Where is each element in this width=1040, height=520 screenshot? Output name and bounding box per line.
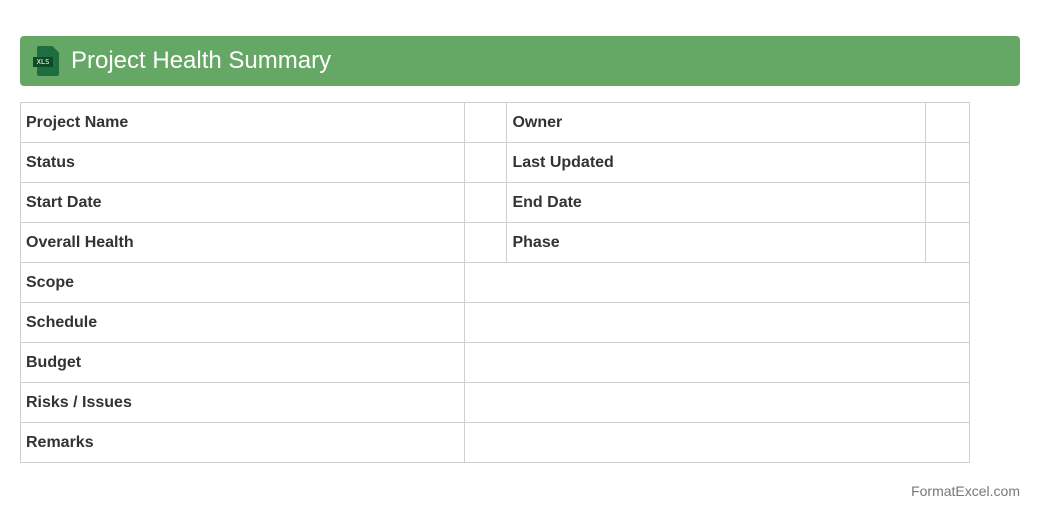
header-bar: XLS Project Health Summary xyxy=(20,36,1020,86)
field-label: Remarks xyxy=(20,422,465,463)
field-label: Overall Health xyxy=(20,222,465,263)
field-value[interactable] xyxy=(463,222,508,263)
table-row: Scope xyxy=(20,262,971,303)
field-label: Scope xyxy=(20,262,465,303)
field-label: Last Updated xyxy=(506,142,927,183)
table-row: Status Last Updated xyxy=(20,142,970,183)
field-label: Risks / Issues xyxy=(20,382,465,423)
field-label: Owner xyxy=(506,102,927,143)
table-row: Risks / Issues xyxy=(20,382,971,423)
field-label: Phase xyxy=(506,222,927,263)
field-label: Project Name xyxy=(20,102,465,143)
field-label: Schedule xyxy=(20,302,465,343)
field-value[interactable] xyxy=(463,342,971,383)
field-value[interactable] xyxy=(463,422,971,463)
field-value[interactable] xyxy=(463,382,971,423)
field-label: End Date xyxy=(506,182,927,223)
xls-file-icon: XLS xyxy=(33,46,59,76)
page-title: Project Health Summary xyxy=(71,47,332,74)
table-row: Budget xyxy=(20,342,971,383)
field-value[interactable] xyxy=(925,102,970,143)
field-value[interactable] xyxy=(463,142,508,183)
field-value[interactable] xyxy=(925,142,970,183)
field-value[interactable] xyxy=(925,182,970,223)
field-value[interactable] xyxy=(463,182,508,223)
table-row: Schedule xyxy=(20,302,971,343)
table-row: Project Name Owner xyxy=(20,102,970,143)
summary-table: Project Name Owner Status Last Updated S… xyxy=(20,102,971,463)
field-label: Budget xyxy=(20,342,465,383)
table-row: Start Date End Date xyxy=(20,182,970,223)
field-value[interactable] xyxy=(463,262,971,303)
field-label: Status xyxy=(20,142,465,183)
footer-brand: FormatExcel.com xyxy=(911,483,1020,499)
field-value[interactable] xyxy=(463,302,971,343)
table-row: Remarks xyxy=(20,422,971,463)
field-label: Start Date xyxy=(20,182,465,223)
table-row: Overall Health Phase xyxy=(20,222,970,263)
field-value[interactable] xyxy=(925,222,970,263)
field-value[interactable] xyxy=(463,102,508,143)
